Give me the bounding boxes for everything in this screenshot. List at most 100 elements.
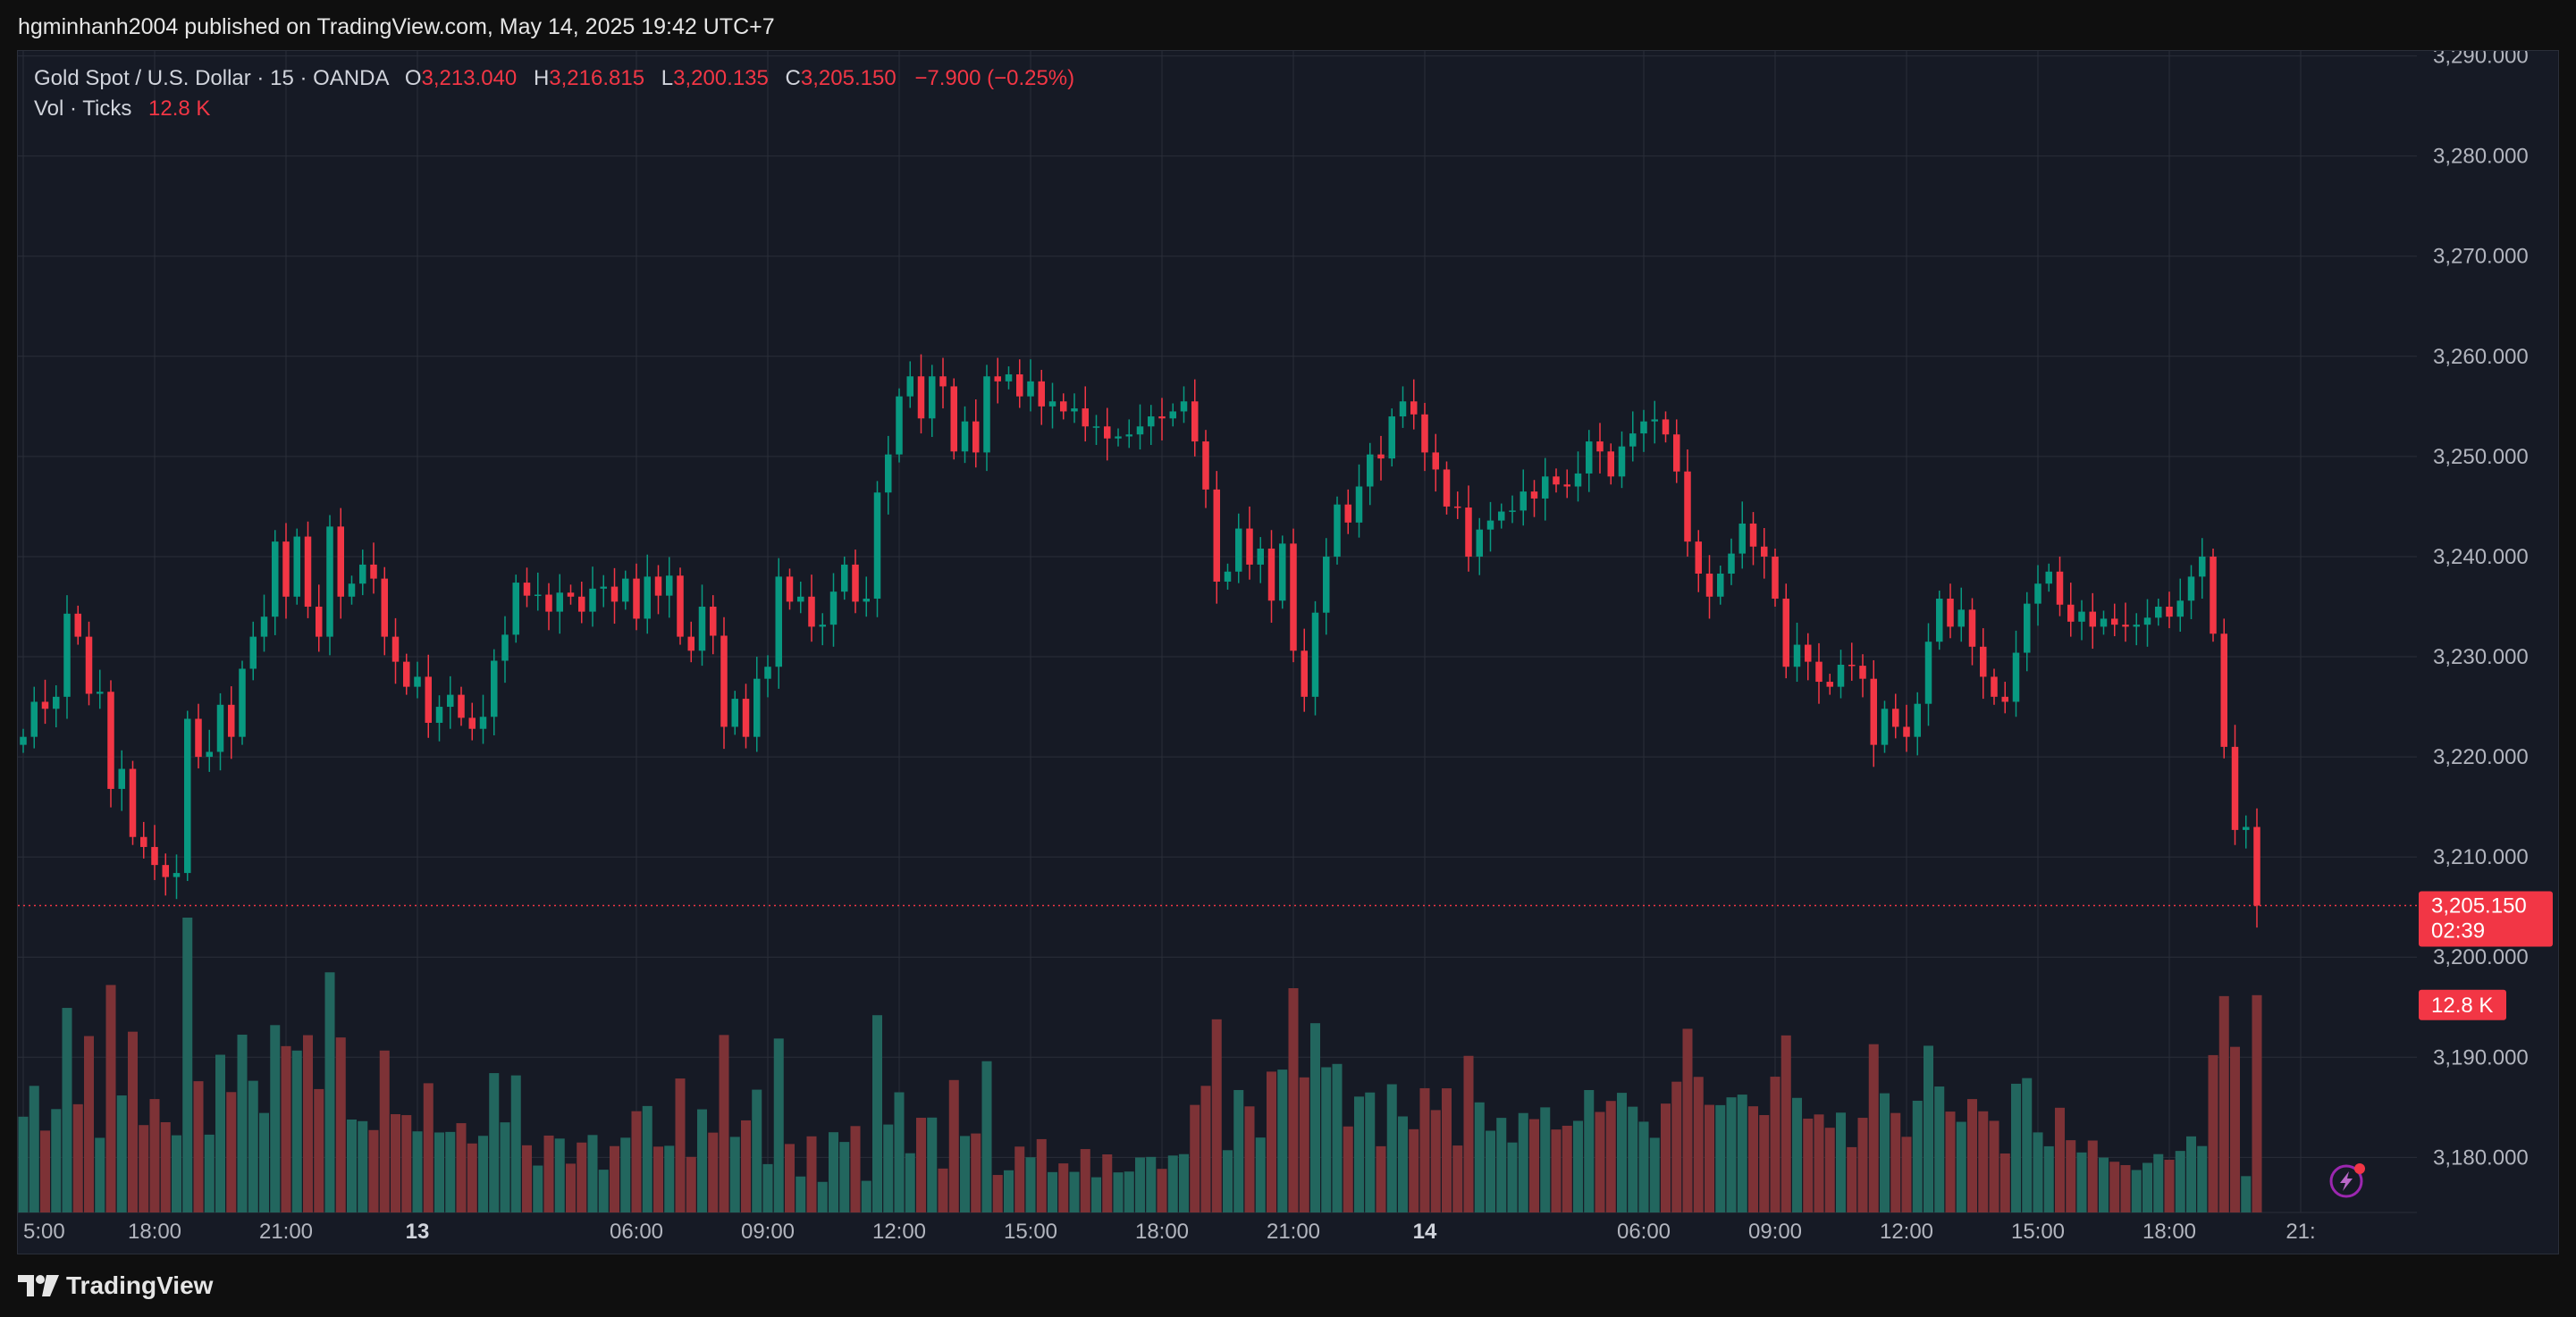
volume-bar	[324, 972, 335, 1212]
volume-bar	[905, 1153, 915, 1212]
volume-bar	[1288, 987, 1299, 1212]
volume-bar	[2131, 1170, 2142, 1212]
candle-body	[162, 865, 169, 877]
volume-bar	[971, 1133, 981, 1212]
candle-body	[249, 636, 257, 669]
candle-body	[1421, 414, 1428, 453]
candle-body	[359, 564, 366, 584]
volume-bar	[533, 1165, 543, 1212]
volume-bar	[1398, 1116, 1408, 1212]
volume-bar	[850, 1126, 861, 1212]
candle-body	[391, 636, 400, 662]
volume-bar	[1409, 1128, 1419, 1212]
candle-body	[129, 768, 137, 837]
time-axis[interactable]: 5:00 18:00 21:00 13 06:00 09:00 12:00 15:00 18:0…	[23, 1220, 2316, 1244]
symbol-title[interactable]: Gold Spot / U.S. Dollar · 15 · OANDA	[34, 66, 389, 90]
candle-body	[1071, 408, 1078, 412]
volume-bar	[434, 1132, 444, 1212]
volume-bar	[1048, 1171, 1057, 1212]
volume-bar	[489, 1073, 500, 1212]
price-chart[interactable]: 3,180.000 3,190.000 3,200.000 3,210.000 3,22…	[18, 51, 2559, 1254]
candle-body	[654, 576, 662, 596]
candle-body	[1651, 419, 1658, 422]
candle-body	[403, 661, 410, 687]
candle-body	[677, 575, 684, 637]
volume-bar	[347, 1119, 357, 1212]
volume-bar	[577, 1142, 587, 1212]
candle-body	[2100, 618, 2108, 627]
candle-body	[1924, 642, 1932, 704]
candle-body	[644, 576, 651, 619]
candle-body	[1826, 682, 1833, 687]
volume-indicator-title[interactable]: Vol · Ticks	[34, 96, 132, 121]
volume-bar	[587, 1135, 598, 1212]
volume-bar	[2011, 1083, 2021, 1212]
candle-body	[2067, 604, 2075, 622]
price-axis[interactable]: 3,180.000 3,190.000 3,200.000 3,210.000 3,22…	[2433, 51, 2529, 1170]
volume-bar	[1901, 1137, 1912, 1212]
volume-bar	[839, 1142, 850, 1212]
candle-body	[1388, 416, 1395, 459]
volume-bar	[1190, 1104, 1200, 1212]
volume-bar	[1036, 1138, 1047, 1212]
volume-bar	[1486, 1130, 1495, 1212]
volume-bar	[1386, 1084, 1397, 1212]
volume-bar	[543, 1135, 554, 1212]
volume-bar	[1167, 1155, 1178, 1212]
volume-bar	[872, 1015, 882, 1212]
time-tick-label: 21:00	[1267, 1220, 1320, 1244]
low-label: L	[661, 66, 674, 90]
volume-bar	[314, 1088, 324, 1212]
candle-body	[53, 696, 60, 709]
candle-body	[1267, 548, 1275, 601]
volume-bar	[1376, 1145, 1386, 1212]
candle-body	[994, 376, 1001, 382]
volume-bar	[1836, 1112, 1846, 1212]
candle-body	[1377, 454, 1385, 459]
time-tick-label: 06:00	[1617, 1220, 1671, 1244]
volume-bar	[894, 1092, 905, 1212]
candle-body	[1399, 401, 1407, 417]
volume-bar	[1770, 1077, 1780, 1212]
volume-bar	[2241, 1176, 2252, 1212]
candle-body	[1454, 506, 1461, 508]
volume-bar	[2175, 1151, 2185, 1212]
candle-body	[906, 376, 913, 397]
close-value: 3,205.150	[800, 66, 897, 90]
volume-bar	[391, 1113, 400, 1212]
volume-bar	[1705, 1104, 1714, 1212]
candle-body	[972, 421, 980, 453]
volume-bar	[95, 1137, 105, 1212]
volume-bar	[2033, 1132, 2043, 1212]
volume-bar	[1989, 1120, 1999, 1212]
volume-bar	[960, 1136, 970, 1212]
candle-body	[1235, 528, 1242, 572]
candle-body	[1367, 454, 1374, 487]
volume-bar	[1200, 1086, 1211, 1212]
volume-bar	[938, 1168, 948, 1212]
volume-bar	[1069, 1171, 1080, 1212]
volume-bar	[248, 1080, 258, 1212]
candle-body	[1334, 504, 1341, 557]
price-tick-label: 3,220.000	[2433, 745, 2529, 769]
candle-body	[1738, 523, 1746, 554]
volume-bar	[1267, 1071, 1276, 1212]
volume-bar	[762, 1163, 773, 1212]
lightning-alert-icon[interactable]	[2329, 1163, 2365, 1198]
bar-countdown: 02:39	[2431, 919, 2485, 944]
tradingview-brand[interactable]: TradingView	[18, 1271, 213, 1301]
chart-area[interactable]: 3,180.000 3,190.000 3,200.000 3,210.000 3,22…	[17, 50, 2559, 1254]
chart-legend: Gold Spot / U.S. Dollar · 15 · OANDA O3,…	[34, 63, 1074, 124]
volume-bar	[281, 1045, 291, 1212]
candles[interactable]	[20, 354, 2260, 928]
volume-bar	[1999, 1153, 2010, 1212]
volume-bar	[1617, 1093, 1627, 1212]
volume-bar	[510, 1075, 521, 1212]
candle-body	[2243, 826, 2250, 830]
volume-bar	[653, 1146, 663, 1212]
candle-body	[1136, 426, 1144, 435]
high-value: 3,216.815	[549, 66, 645, 90]
volume-bar	[1135, 1157, 1145, 1212]
low-value: 3,200.135	[673, 66, 769, 90]
volume-bar	[620, 1137, 631, 1212]
